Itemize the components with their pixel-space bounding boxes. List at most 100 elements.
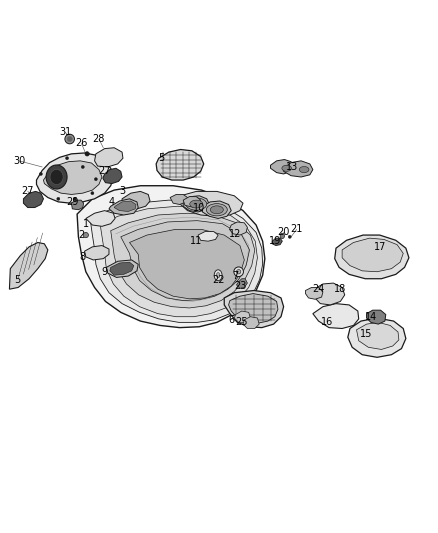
Polygon shape (229, 294, 278, 323)
Ellipse shape (216, 272, 220, 278)
Text: 6: 6 (228, 315, 234, 325)
Polygon shape (314, 283, 345, 305)
Polygon shape (106, 260, 138, 277)
Text: 19: 19 (269, 236, 281, 246)
Ellipse shape (214, 270, 222, 281)
Polygon shape (130, 229, 244, 299)
Polygon shape (110, 262, 134, 275)
Ellipse shape (234, 267, 244, 277)
Ellipse shape (210, 206, 223, 214)
Text: 5: 5 (158, 153, 165, 163)
Polygon shape (23, 191, 43, 207)
Polygon shape (111, 213, 255, 308)
Polygon shape (103, 168, 122, 183)
Ellipse shape (83, 232, 88, 238)
Text: 21: 21 (290, 224, 303, 235)
Polygon shape (77, 185, 265, 328)
Text: 5: 5 (14, 276, 21, 286)
Text: 16: 16 (321, 317, 333, 327)
Polygon shape (121, 221, 250, 301)
Polygon shape (90, 200, 263, 322)
Text: 3: 3 (119, 187, 125, 196)
Text: 4: 4 (109, 197, 115, 207)
Ellipse shape (50, 169, 63, 184)
Text: 9: 9 (102, 266, 108, 277)
Text: 27: 27 (99, 166, 111, 176)
Ellipse shape (288, 235, 291, 238)
Polygon shape (230, 222, 247, 235)
Ellipse shape (91, 192, 94, 195)
Text: 26: 26 (75, 139, 88, 148)
Polygon shape (109, 199, 138, 215)
Text: 1: 1 (83, 219, 89, 229)
Polygon shape (85, 246, 109, 260)
Ellipse shape (66, 157, 69, 160)
Polygon shape (367, 310, 386, 324)
Polygon shape (156, 149, 204, 180)
Polygon shape (198, 231, 218, 241)
Text: 31: 31 (59, 127, 71, 137)
Ellipse shape (65, 134, 74, 144)
Ellipse shape (74, 197, 77, 200)
Polygon shape (86, 211, 115, 227)
Ellipse shape (190, 200, 203, 208)
Polygon shape (335, 235, 409, 279)
Polygon shape (122, 191, 150, 209)
Ellipse shape (282, 165, 291, 171)
Ellipse shape (94, 177, 97, 181)
Ellipse shape (67, 136, 72, 142)
Polygon shape (284, 161, 313, 177)
Polygon shape (357, 322, 399, 350)
Ellipse shape (39, 172, 42, 175)
Text: 20: 20 (277, 228, 290, 237)
Ellipse shape (206, 204, 227, 216)
Text: 23: 23 (234, 281, 246, 291)
Polygon shape (100, 206, 258, 317)
Text: 13: 13 (286, 162, 298, 172)
Polygon shape (183, 197, 201, 207)
Polygon shape (224, 290, 284, 328)
Polygon shape (271, 159, 294, 174)
Text: 22: 22 (212, 276, 224, 286)
Text: 15: 15 (360, 329, 373, 339)
Polygon shape (71, 200, 84, 210)
Ellipse shape (299, 166, 309, 173)
Text: 10: 10 (193, 203, 205, 213)
Polygon shape (180, 191, 243, 216)
Polygon shape (95, 148, 123, 167)
Polygon shape (237, 279, 247, 288)
Text: 24: 24 (312, 284, 325, 294)
Text: 2: 2 (78, 230, 85, 240)
Ellipse shape (186, 198, 207, 210)
Text: 12: 12 (230, 229, 242, 239)
Polygon shape (342, 238, 403, 272)
Text: 29: 29 (67, 197, 79, 207)
Ellipse shape (280, 233, 285, 239)
Polygon shape (36, 153, 113, 203)
Text: 14: 14 (365, 312, 377, 322)
Ellipse shape (46, 165, 67, 189)
Polygon shape (183, 196, 209, 212)
Polygon shape (272, 238, 283, 246)
Text: 17: 17 (374, 242, 386, 252)
Ellipse shape (237, 270, 241, 274)
Polygon shape (234, 311, 251, 322)
Polygon shape (305, 287, 323, 299)
Ellipse shape (85, 152, 89, 156)
Text: 27: 27 (21, 187, 34, 196)
Text: 28: 28 (93, 134, 105, 144)
Polygon shape (114, 201, 136, 212)
Polygon shape (243, 317, 259, 328)
Polygon shape (313, 304, 359, 328)
Polygon shape (10, 243, 48, 289)
Text: 25: 25 (236, 317, 248, 327)
Polygon shape (348, 318, 406, 357)
Polygon shape (43, 161, 102, 195)
Text: 7: 7 (233, 271, 239, 281)
Text: 11: 11 (190, 236, 202, 246)
Ellipse shape (57, 197, 60, 200)
Text: 18: 18 (334, 284, 346, 294)
Ellipse shape (81, 165, 84, 168)
Text: 30: 30 (13, 156, 25, 166)
Polygon shape (170, 195, 187, 205)
